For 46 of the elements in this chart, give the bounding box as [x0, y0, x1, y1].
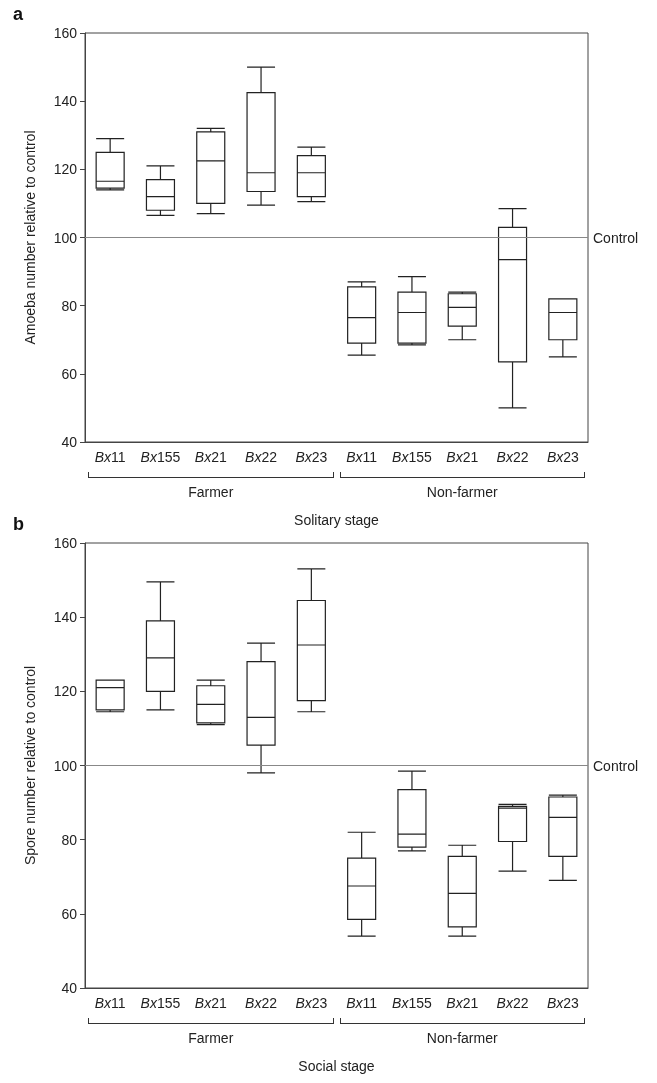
x-tick-label: Bx22	[496, 449, 529, 465]
x-tick-label: Bx22	[245, 995, 278, 1011]
x-tick-label: Bx155	[392, 449, 433, 465]
y-tick-label: 120	[53, 161, 78, 178]
text: Farmer	[188, 484, 234, 500]
chart-title: a	[13, 4, 24, 24]
x-tick-label: Bx22	[496, 995, 529, 1011]
x-tick-label: Bx23	[295, 995, 328, 1011]
y-tick-label: 60	[61, 905, 78, 922]
y-tick-label: 160	[53, 535, 78, 551]
y-tick-label: 160	[53, 25, 78, 41]
x-tick-label: Bx22	[245, 449, 278, 465]
x-tick-label: Bx23	[295, 449, 328, 465]
x-tick-label: Bx155	[392, 995, 433, 1011]
ref-line-label: Control	[593, 757, 639, 774]
x-axis-title: Solitary stage	[294, 512, 379, 528]
x-tick-label: Bx21	[194, 995, 227, 1011]
text: Farmer	[188, 1030, 234, 1046]
x-tick-label: Bx21	[446, 449, 479, 465]
y-tick-label: 60	[61, 365, 78, 382]
y-tick-label: 80	[61, 831, 78, 848]
y-tick-label: 100	[53, 757, 78, 774]
x-tick-label: Bx23	[546, 449, 580, 465]
y-tick-label: 100	[53, 229, 78, 246]
x-axis-title: Social stage	[298, 1058, 375, 1074]
x-tick-label: Bx11	[94, 449, 126, 465]
y-axis-title: Spore number relative to control	[22, 665, 38, 866]
x-tick-label: Bx21	[446, 995, 479, 1011]
x-tick-label: Bx11	[346, 449, 378, 465]
ref-line-label: Control	[593, 229, 639, 246]
y-tick-label: 120	[53, 683, 78, 700]
text: Non-farmer	[426, 484, 498, 500]
y-tick-label: 40	[61, 434, 78, 450]
y-tick-label: 80	[61, 297, 78, 314]
x-tick-label: Bx23	[546, 995, 580, 1011]
text: Non-farmer	[426, 1030, 498, 1046]
x-tick-label: Bx155	[140, 995, 181, 1011]
y-tick-label: 40	[61, 980, 78, 996]
y-tick-label: 140	[53, 609, 78, 626]
chart-title: b	[13, 514, 24, 534]
x-tick-label: Bx155	[140, 449, 181, 465]
x-tick-label: Bx11	[346, 995, 378, 1011]
x-tick-label: Bx21	[194, 449, 227, 465]
y-tick-label: 140	[53, 93, 78, 110]
y-axis-title: Amoeba number relative to control	[22, 130, 38, 345]
x-tick-label: Bx11	[94, 995, 126, 1011]
